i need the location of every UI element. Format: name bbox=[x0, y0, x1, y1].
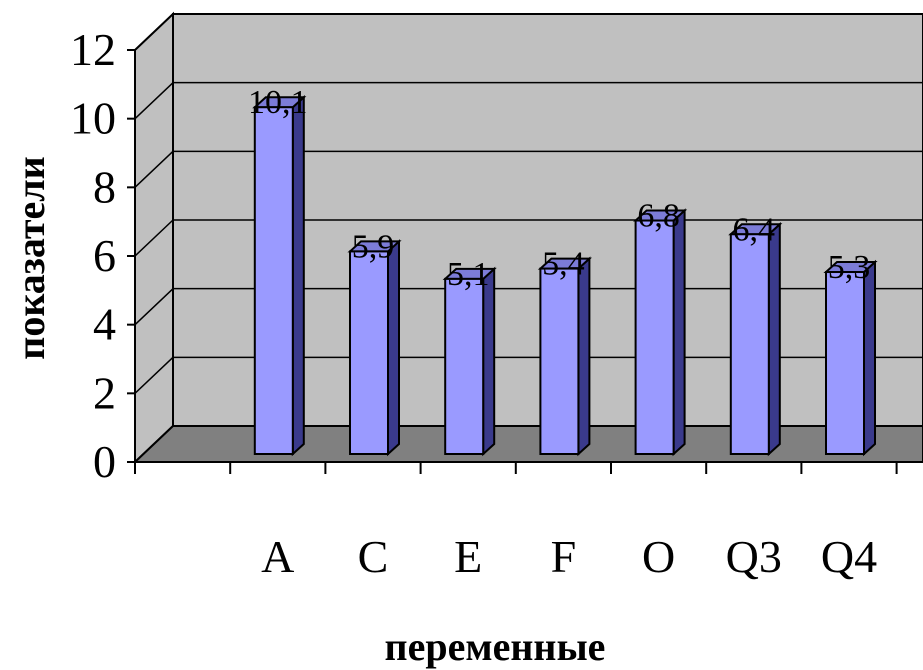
bar-E bbox=[442, 266, 497, 457]
x-category-label-C: C bbox=[358, 531, 389, 582]
gridline-side bbox=[134, 219, 174, 257]
bar-side-A bbox=[291, 94, 305, 457]
bar-side-C bbox=[387, 239, 400, 457]
data-label-O: 6,8 bbox=[637, 198, 680, 235]
bar-Q4 bbox=[823, 259, 878, 457]
gridline-side bbox=[134, 82, 174, 120]
data-label-Q4: 5,3 bbox=[828, 249, 871, 286]
bar-side-F bbox=[577, 256, 591, 457]
y-tick-label: 10 bbox=[70, 93, 116, 144]
x-category-label-A: A bbox=[261, 531, 294, 582]
y-tick-labels: 0 2 4 6 8 10 12 bbox=[70, 24, 135, 487]
bar-front-Q4 bbox=[825, 271, 865, 455]
y-tick-label: 6 bbox=[93, 230, 116, 281]
y-tick-label: 0 bbox=[93, 436, 116, 487]
bar-front-Q3 bbox=[729, 233, 770, 455]
bar-side-Q4 bbox=[863, 259, 876, 457]
bar-side-E bbox=[482, 266, 496, 457]
bar-C bbox=[347, 239, 402, 457]
y-tick-label: 8 bbox=[93, 161, 116, 212]
bar-side-Q3 bbox=[767, 222, 781, 457]
data-label-A: 10,1 bbox=[248, 84, 308, 121]
y-tick-label: 4 bbox=[93, 299, 116, 350]
gridline-side bbox=[134, 13, 174, 51]
y-axis-title: показатели bbox=[8, 156, 53, 359]
floor bbox=[132, 425, 923, 463]
bar-O bbox=[633, 208, 688, 457]
x-category-label-E: E bbox=[454, 531, 482, 582]
bar-F bbox=[537, 256, 592, 457]
data-label-E: 5,1 bbox=[447, 256, 490, 293]
bar-front-C bbox=[349, 250, 389, 455]
x-category-labels: A C E F O Q3 Q4 bbox=[134, 462, 898, 582]
data-label-Q3: 6,4 bbox=[733, 211, 776, 248]
y-tick-label: 2 bbox=[93, 367, 116, 418]
x-category-label-Q4: Q4 bbox=[821, 531, 877, 582]
x-axis-title: переменные bbox=[385, 624, 606, 669]
y-tick-label: 12 bbox=[70, 24, 116, 75]
data-labels: 10,1 5,9 5,1 5,4 6,8 6,4 5,3 bbox=[248, 84, 870, 293]
bar-front-E bbox=[444, 277, 485, 455]
gridline-side bbox=[134, 288, 174, 326]
bar-front-A bbox=[253, 106, 294, 455]
x-category-label-Q3: Q3 bbox=[726, 531, 782, 582]
bars bbox=[252, 94, 878, 457]
gridline-side bbox=[134, 356, 174, 394]
x-category-label-F: F bbox=[551, 531, 577, 582]
gridline-side bbox=[134, 150, 174, 188]
data-label-C: 5,9 bbox=[352, 228, 395, 265]
bar-front-O bbox=[634, 219, 675, 455]
data-label-F: 5,4 bbox=[542, 246, 585, 283]
bar-side-O bbox=[672, 208, 686, 457]
bar-Q3 bbox=[728, 222, 783, 457]
bar-front-F bbox=[539, 267, 580, 455]
x-category-label-O: O bbox=[642, 531, 675, 582]
bar-A bbox=[252, 94, 307, 457]
